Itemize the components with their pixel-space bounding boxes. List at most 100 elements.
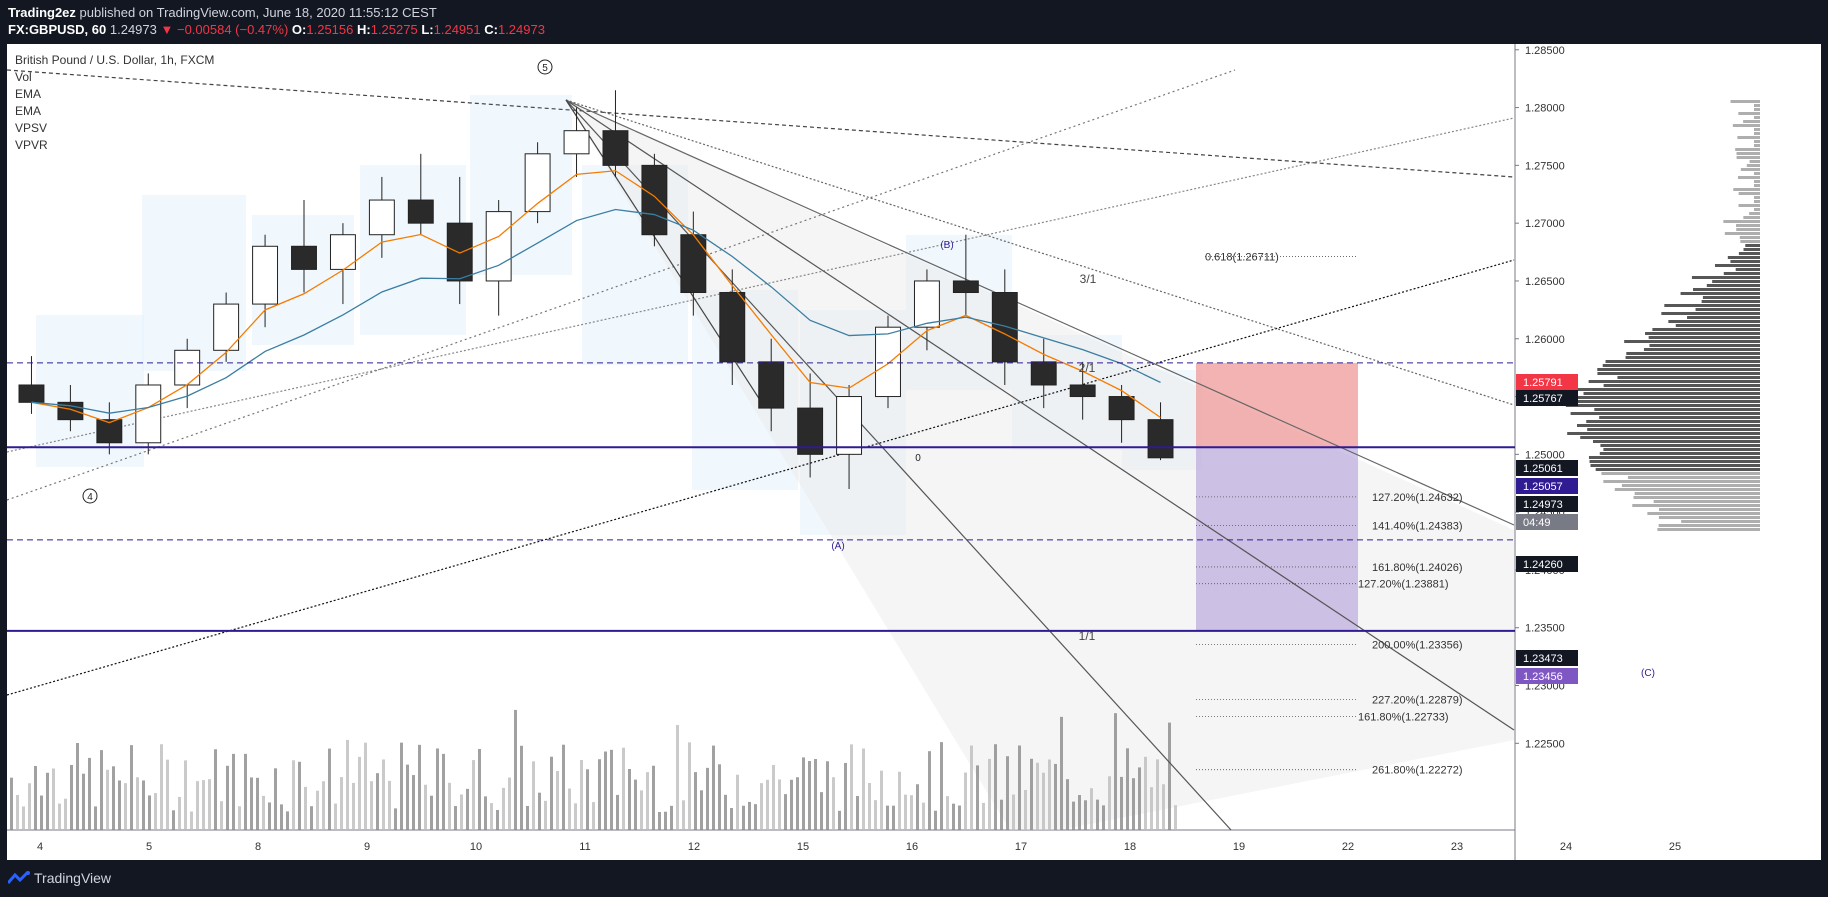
volume-bar (862, 748, 865, 830)
candle-body (135, 384, 162, 444)
y-tick-label: 1.26500 (1525, 276, 1565, 288)
volume-profile-bar (1580, 436, 1760, 439)
price-tag (1516, 496, 1578, 512)
volume-bar (592, 802, 595, 830)
volume-profile-bar (1647, 512, 1760, 515)
volume-bar (46, 772, 49, 830)
volume-bar (868, 783, 871, 830)
volume-profile-bar (1658, 524, 1760, 527)
volume-profile-bar (1737, 176, 1760, 179)
volume-bar (976, 765, 979, 830)
gann-label: 1/1 (1079, 629, 1096, 643)
volume-bar (280, 804, 283, 830)
legend-vpsv[interactable]: VPSV (15, 121, 48, 135)
publisher-name[interactable]: Trading2ez (8, 5, 76, 20)
volume-bar (562, 744, 565, 830)
volume-bar (424, 784, 427, 830)
volume-profile-bar (1714, 264, 1760, 267)
volume-bar (616, 794, 619, 830)
y-tick-label: 1.22500 (1525, 738, 1565, 750)
legend-title[interactable]: British Pound / U.S. Dollar, 1h, FXCM (15, 53, 215, 67)
wave-circle (82, 488, 98, 504)
volume-bar (298, 761, 301, 830)
volume-bar (214, 749, 217, 830)
published-text: published on TradingView.com, June 18, 2… (75, 5, 437, 20)
volume-bar (934, 810, 937, 830)
gann-fan-area (566, 100, 1514, 830)
volume-profile-bar (1743, 120, 1760, 123)
volume-profile-bar (1740, 168, 1760, 171)
volume-profile-bar (1736, 152, 1760, 155)
price-tag-label: 1.24973 (1523, 499, 1563, 511)
candle-body (836, 396, 863, 455)
volume-bar (1156, 759, 1159, 830)
volume-bar (58, 803, 61, 830)
volume-bar (358, 756, 361, 830)
volume-bar (1174, 805, 1177, 830)
volume-bar (922, 802, 925, 830)
footer-brand[interactable]: TradingView (34, 870, 112, 886)
volume-profile-bar (1754, 144, 1760, 147)
volume-profile-bar (1740, 240, 1760, 243)
volume-bar (1096, 799, 1099, 830)
volume-bar (52, 768, 55, 830)
volume-profile-bar (1657, 528, 1760, 531)
fib-level-label: 0.618(1.26711) (1205, 252, 1279, 264)
volume-profile-bar (1599, 416, 1760, 419)
volume-profile-bar (1570, 412, 1760, 415)
volume-bar (736, 774, 739, 830)
volume-bar (772, 764, 775, 830)
volume-bar (556, 771, 559, 830)
volume-profile-bar (1754, 180, 1760, 183)
x-tick-label: 17 (1015, 841, 1027, 853)
y-tick-label: 1.26000 (1525, 334, 1565, 346)
price-tag (1516, 460, 1578, 476)
take-profit-zone (1196, 447, 1358, 631)
volume-profile-bar (1590, 464, 1760, 467)
volume-bar (196, 781, 199, 830)
volume-profile-bar (1574, 388, 1760, 391)
price-tag (1516, 650, 1578, 666)
volume-bar (286, 811, 289, 830)
volume-bar (628, 769, 631, 830)
volume-bar (706, 767, 709, 830)
candle-body (524, 153, 551, 213)
legend-vpvr[interactable]: VPVR (15, 138, 48, 152)
volume-bar (898, 771, 901, 830)
legend-vol[interactable]: Vol (15, 70, 32, 84)
price-tag-label: 1.24260 (1523, 559, 1563, 571)
legend-ema-2[interactable]: EMA (15, 104, 42, 118)
volume-profile-bar (1738, 112, 1760, 115)
volume-bar (682, 800, 685, 830)
fib-level-label: 127.20%(1.24632) (1372, 492, 1463, 504)
volume-profile-bar (1626, 352, 1760, 355)
x-tick-label: 25 (1669, 841, 1681, 853)
volume-profile-bar (1736, 156, 1760, 159)
rising-dotted-channel (6, 117, 1515, 453)
volume-profile-bar (1712, 280, 1760, 283)
volume-bar (1108, 776, 1111, 830)
volume-profile-bar (1738, 252, 1760, 255)
fib-level-label: 200.00%(1.23356) (1372, 639, 1463, 651)
y-tick-label: 1.27500 (1525, 160, 1565, 172)
volume-profile-bar (1754, 104, 1760, 107)
candle-body (1030, 361, 1057, 386)
volume-bar (184, 760, 187, 830)
tradingview-logo-icon[interactable] (6, 870, 30, 888)
volume-profile-bar (1736, 228, 1760, 231)
volume-profile-bar (1743, 216, 1760, 219)
volume-bar (472, 760, 475, 830)
candle-body (758, 361, 785, 409)
candle-body (1147, 419, 1174, 459)
volume-profile-bar (1621, 484, 1760, 487)
volume-profile-bar (1600, 444, 1760, 447)
volume-bar (460, 794, 463, 830)
volume-profile-bar (1602, 364, 1760, 367)
legend-ema-1[interactable]: EMA (15, 87, 42, 101)
volume-profile-bar (1576, 424, 1760, 427)
volume-profile-bar (1735, 268, 1760, 271)
volume-profile-bar (1601, 472, 1760, 475)
candle-body (875, 326, 901, 398)
price-tag-label: 1.23456 (1523, 671, 1563, 683)
